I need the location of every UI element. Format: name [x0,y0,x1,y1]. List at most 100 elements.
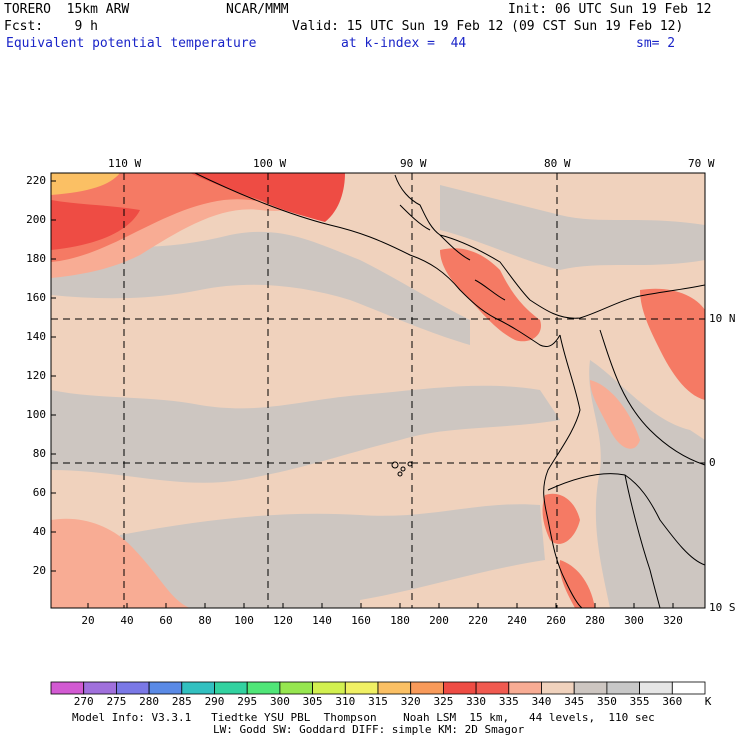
colorbar-label: 300 [269,695,290,708]
gray-region-south [117,504,545,608]
colorbar-label: 335 [498,695,519,708]
gray-region-caribbean [440,185,705,270]
y-tick-label: 100 [26,408,46,421]
colorbar-label: 290 [204,695,225,708]
warm-region-southwest [51,518,190,608]
x-tick-label: 320 [663,614,683,627]
colorbar-swatch [344,681,379,695]
colorbar-label: 355 [629,695,650,708]
border-ecuador-peru [547,473,705,566]
hot-region-andes [542,493,580,544]
colorbar-swatch [214,681,248,695]
lon-label-100w: 100 W [253,157,287,170]
x-tick-label: 240 [507,614,527,627]
x-tick-label: 20 [81,614,95,627]
lat-label-10n: 10 N [709,312,736,325]
field-name: Equivalent potential temperature [6,36,257,51]
y-tick-label: 180 [26,252,46,265]
colorbar-label: 340 [531,695,552,708]
colorbar-label: 325 [433,695,454,708]
y-tick-label: 120 [26,369,46,382]
colorbar-label: 285 [171,695,192,708]
colorbar-swatch [606,681,641,695]
coastline-caribbean [394,174,705,319]
x-tick-label: 200 [429,614,449,627]
x-tick-label: 300 [624,614,644,627]
x-tick-label: 140 [312,614,332,627]
y-tick-label: 60 [32,486,46,499]
border-colombia-venezuela [599,329,705,466]
plot-frame [50,172,706,609]
colorbar-label: 360 [662,695,683,708]
colorbar-swatch [312,681,346,695]
y-tick-label: 80 [32,447,46,460]
colorbar-label: 320 [400,695,421,708]
smoothing-label: sm= 2 [636,36,676,51]
colorbar-swatch [148,681,183,695]
coastline-mexico-central-america [194,173,561,348]
forecast-hour: Fcst: 9 h [4,19,98,34]
x-tick-label: 160 [351,614,371,627]
colorbar-swatch [246,681,281,695]
hot-region-northwest [51,173,300,262]
x-tick-label: 280 [585,614,605,627]
x-tick-label: 120 [273,614,293,627]
axis-ticks [51,180,674,608]
lon-label-70w: 70 W [688,157,715,170]
x-tick-label: 40 [120,614,134,627]
colorbar-label: 345 [564,695,585,708]
colorbar-swatch [410,681,444,695]
border-central-america [399,204,506,301]
colorbar-swatch [377,681,412,695]
lon-label-110w: 110 W [108,157,142,170]
y-tick-label: 200 [26,213,46,226]
colorbar-swatch [475,681,510,695]
hot-region-central-america [440,248,541,342]
colorbar-label: 330 [466,695,487,708]
colorbar-label: 315 [368,695,388,708]
colorbar-swatch [83,681,117,695]
colorbar-swatch [442,681,477,695]
border-peru-brazil [624,474,661,608]
model-title: TORERO 15km ARW [4,2,130,17]
y-tick-label: 160 [26,291,46,304]
colorbar-swatch [181,681,215,695]
init-time: Init: 06 UTC Sun 19 Feb 12 [508,2,712,17]
x-tick-label: 220 [468,614,488,627]
x-tick-label: 100 [234,614,254,627]
lat-label-0: 0 [709,456,716,469]
lon-label-80w: 80 W [544,157,571,170]
x-tick-label: 60 [159,614,173,627]
model-info-line: Model Info: V3.3.1 Tiedtke YSU PBL Thomp… [72,711,655,724]
colorbar [50,681,706,695]
colorbar-swatch [639,681,673,695]
y-tick-label: 220 [26,174,46,187]
colorbar-swatch [50,681,85,695]
colorbar-swatch [541,681,575,695]
graticule [51,173,705,608]
y-tick-label: 40 [32,525,46,538]
lat-label-10s: 10 S [709,601,736,614]
colorbar-swatch [671,681,706,695]
hot-region-peru [559,560,595,608]
hot-region-northwest-corner [51,200,140,250]
colorbar-swatch [573,681,608,695]
gray-region-center [51,385,560,483]
y-tick-label: 140 [26,330,46,343]
map-field [51,173,705,608]
colorbar-label: 310 [335,695,356,708]
valid-time: Valid: 15 UTC Sun 19 Feb 12 (09 CST Sun … [292,19,684,34]
yellow-region-corner [51,173,120,195]
lon-label-90w: 90 W [400,157,427,170]
colorbar-unit: K [704,695,712,708]
y-tick-label: 20 [32,564,46,577]
colorbar-label: 350 [596,695,617,708]
center-name: NCAR/MMM [226,2,289,17]
hot-region-colombia [590,380,640,449]
colorbar-swatch [508,681,542,695]
colorbar-swatch [116,681,150,695]
colorbar-label: 275 [106,695,127,708]
level-label: at k-index = 44 [341,36,467,51]
gray-region-north [51,231,470,345]
